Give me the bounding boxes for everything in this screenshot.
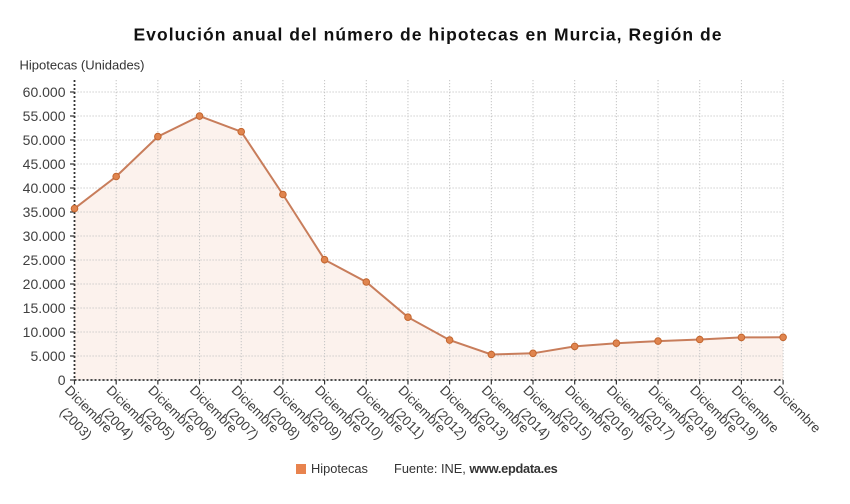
svg-text:45.000: 45.000 xyxy=(23,156,66,172)
svg-text:15.000: 15.000 xyxy=(23,300,66,316)
svg-text:50.000: 50.000 xyxy=(23,132,66,148)
svg-text:40.000: 40.000 xyxy=(23,180,66,196)
svg-text:60.000: 60.000 xyxy=(23,84,66,100)
svg-text:20.000: 20.000 xyxy=(23,276,66,292)
svg-text:35.000: 35.000 xyxy=(23,204,66,220)
svg-text:Fuente: INE, www.epdata.es: Fuente: INE, www.epdata.es xyxy=(394,461,558,476)
svg-text:30.000: 30.000 xyxy=(23,228,66,244)
svg-text:Hipotecas (Unidades): Hipotecas (Unidades) xyxy=(20,58,145,73)
svg-text:Evolución anual del número de: Evolución anual del número de hipotecas … xyxy=(133,25,722,45)
svg-text:0: 0 xyxy=(58,372,66,388)
svg-text:10.000: 10.000 xyxy=(23,324,66,340)
svg-text:25.000: 25.000 xyxy=(23,252,66,268)
svg-text:Hipotecas: Hipotecas xyxy=(311,461,368,476)
svg-text:55.000: 55.000 xyxy=(23,108,66,124)
svg-text:5.000: 5.000 xyxy=(30,348,65,364)
